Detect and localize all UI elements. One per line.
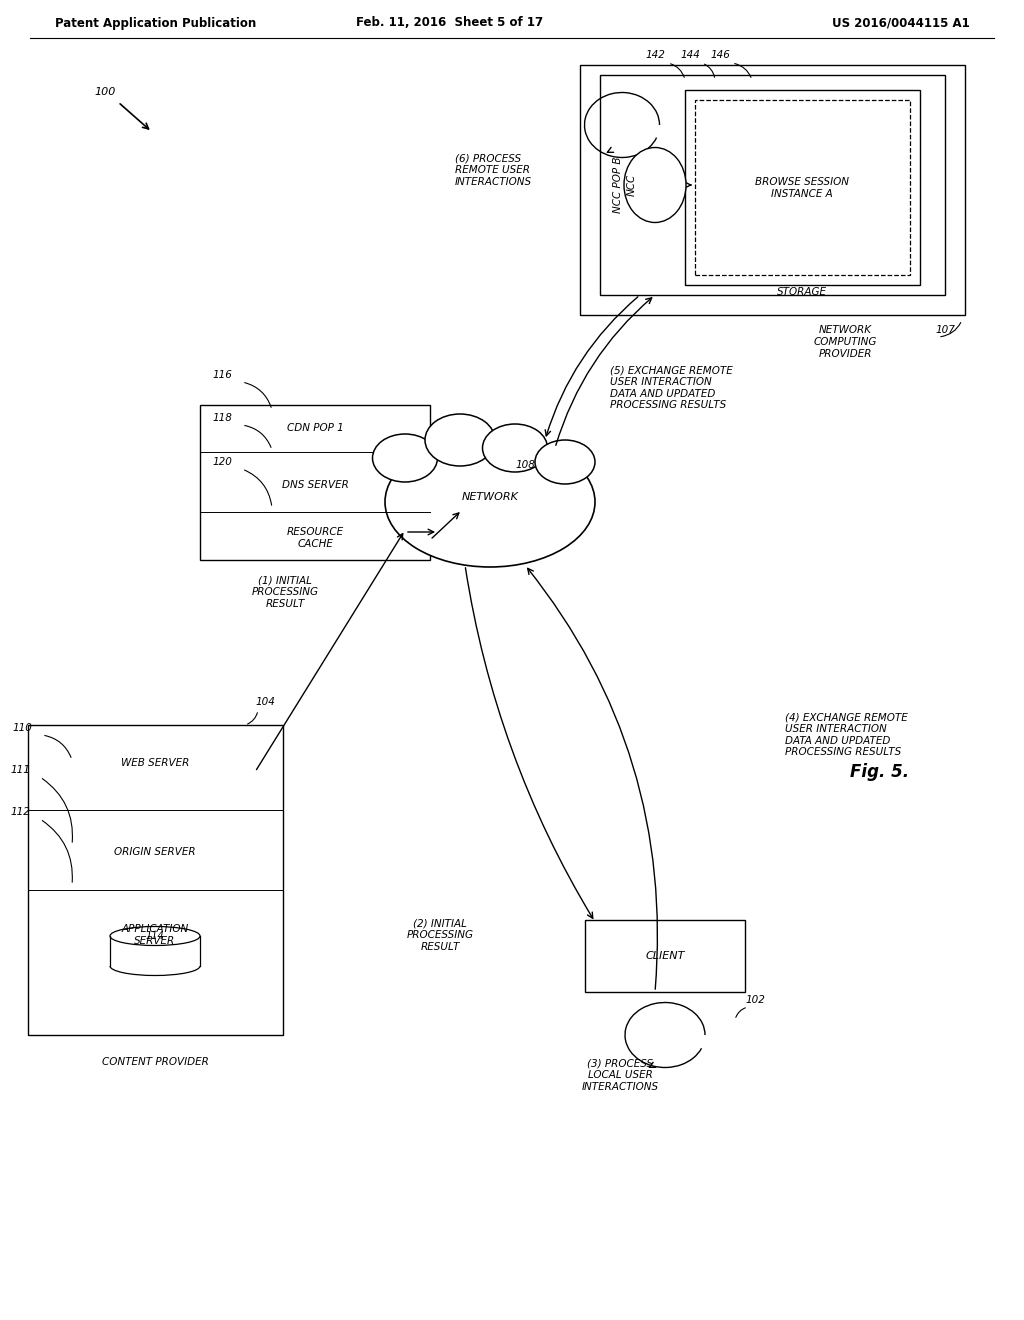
Text: 100: 100	[94, 87, 116, 96]
Text: NETWORK: NETWORK	[462, 492, 518, 502]
Text: 111: 111	[10, 766, 30, 775]
Text: NCC: NCC	[627, 174, 637, 197]
Text: 108: 108	[515, 459, 535, 470]
Text: RESOURCE
CACHE: RESOURCE CACHE	[287, 527, 344, 549]
Text: 102: 102	[745, 995, 765, 1005]
Text: 114: 114	[145, 931, 165, 941]
Bar	[110, 936, 200, 966]
Text: 146: 146	[710, 50, 730, 59]
Ellipse shape	[385, 437, 595, 568]
Text: 144: 144	[680, 50, 700, 59]
Text: CONTENT PROVIDER: CONTENT PROVIDER	[101, 1057, 209, 1067]
Text: 118: 118	[212, 413, 232, 422]
Bar	[580, 65, 965, 315]
Text: (4) EXCHANGE REMOTE
USER INTERACTION
DATA AND UPDATED
PROCESSING RESULTS: (4) EXCHANGE REMOTE USER INTERACTION DAT…	[785, 713, 907, 758]
Bar	[685, 90, 920, 285]
Text: APPLICATION
SERVER: APPLICATION SERVER	[122, 924, 188, 946]
Bar	[695, 100, 910, 275]
Ellipse shape	[535, 440, 595, 484]
Text: (5) EXCHANGE REMOTE
USER INTERACTION
DATA AND UPDATED
PROCESSING RESULTS: (5) EXCHANGE REMOTE USER INTERACTION DAT…	[610, 366, 733, 411]
Text: DNS SERVER: DNS SERVER	[282, 480, 348, 490]
Bar	[200, 405, 430, 560]
Text: 142: 142	[645, 50, 665, 59]
Text: STORAGE: STORAGE	[777, 286, 827, 297]
Text: (2) INITIAL
PROCESSING
RESULT: (2) INITIAL PROCESSING RESULT	[407, 919, 473, 952]
Text: 110: 110	[12, 723, 32, 733]
Text: Feb. 11, 2016  Sheet 5 of 17: Feb. 11, 2016 Sheet 5 of 17	[356, 16, 544, 29]
Ellipse shape	[373, 434, 437, 482]
Text: 112: 112	[10, 807, 30, 817]
Text: BROWSE SESSION
INSTANCE A: BROWSE SESSION INSTANCE A	[755, 177, 849, 199]
Bar	[600, 75, 945, 294]
Ellipse shape	[624, 148, 686, 223]
Text: (6) PROCESS
REMOTE USER
INTERACTIONS: (6) PROCESS REMOTE USER INTERACTIONS	[455, 153, 532, 186]
Ellipse shape	[482, 424, 548, 473]
Text: (3) PROCESS
LOCAL USER
INTERACTIONS: (3) PROCESS LOCAL USER INTERACTIONS	[582, 1059, 658, 1092]
Text: 107: 107	[935, 325, 955, 335]
Text: 116: 116	[212, 370, 232, 380]
Bar	[28, 725, 283, 1035]
Text: CDN POP 1: CDN POP 1	[287, 422, 343, 433]
Text: NETWORK
COMPUTING
PROVIDER: NETWORK COMPUTING PROVIDER	[813, 326, 877, 359]
Bar	[585, 920, 745, 993]
Text: Patent Application Publication: Patent Application Publication	[55, 16, 256, 29]
Ellipse shape	[110, 927, 200, 945]
Text: 104: 104	[255, 697, 274, 708]
Text: CLIENT: CLIENT	[645, 950, 685, 961]
Text: 120: 120	[212, 457, 232, 467]
Text: (1) INITIAL
PROCESSING
RESULT: (1) INITIAL PROCESSING RESULT	[252, 576, 318, 609]
Text: Fig. 5.: Fig. 5.	[851, 763, 909, 781]
Ellipse shape	[425, 414, 495, 466]
Text: NCC POP B: NCC POP B	[613, 157, 623, 214]
Text: WEB SERVER: WEB SERVER	[121, 758, 189, 768]
Text: US 2016/0044115 A1: US 2016/0044115 A1	[833, 16, 970, 29]
Text: ORIGIN SERVER: ORIGIN SERVER	[115, 847, 196, 857]
